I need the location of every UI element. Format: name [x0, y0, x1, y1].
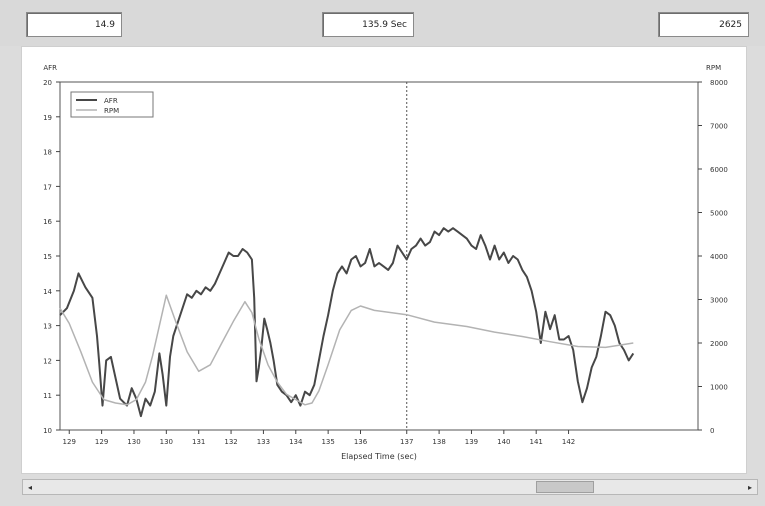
scroll-right-arrow-icon[interactable]: ▸ [747, 482, 752, 492]
scroll-left-arrow-icon[interactable]: ◂ [27, 482, 32, 492]
right-tick-label: 2000 [710, 340, 728, 348]
scrollbar-thumb[interactable] [535, 481, 594, 493]
afr-readout: 14.9 [26, 12, 122, 37]
right-tick-label: 0 [710, 427, 714, 435]
x-tick-label: 132 [224, 438, 237, 446]
afr-rpm-chart: 20 19 18 17 16 15 14 13 12 11 10 8000 7000 6000 5000 40… [43, 64, 728, 461]
left-tick-label: 15 [43, 253, 52, 261]
readout-bar: 14.9 135.9 Sec 2625 [0, 0, 765, 46]
x-axis-label: Elapsed Time (sec) [341, 452, 417, 461]
right-tick-label: 6000 [710, 166, 728, 174]
x-tick-label: 134 [289, 438, 303, 446]
legend-label-rpm: RPM [104, 107, 119, 115]
legend-label-afr: AFR [104, 97, 118, 105]
legend-box [70, 91, 154, 118]
right-tick-label: 5000 [710, 210, 728, 218]
horizontal-scrollbar[interactable]: ◂ ▸ [22, 479, 758, 495]
x-tick-label: 138 [432, 438, 445, 446]
left-tick-label: 16 [43, 218, 52, 226]
left-tick-label: 17 [43, 183, 52, 191]
chart-panel: 20 19 18 17 16 15 14 13 12 11 10 8000 7000 6000 5000 40… [21, 46, 747, 474]
left-tick-label: 12 [43, 357, 52, 365]
right-tick-label: 1000 [710, 384, 728, 392]
x-tick-label: 142 [562, 438, 575, 446]
time-readout: 135.9 Sec [322, 12, 414, 37]
left-tick-label: 14 [43, 288, 52, 296]
x-tick-label: 137 [400, 438, 413, 446]
x-tick-label: 139 [465, 438, 478, 446]
x-tick-label: 130 [127, 438, 140, 446]
x-tick-label: 131 [192, 438, 205, 446]
x-tick-label: 135 [321, 438, 334, 446]
left-tick-label: 10 [43, 427, 52, 435]
series-line-afr [59, 227, 635, 418]
left-tick-label: 19 [43, 114, 52, 122]
x-tick-label: 141 [530, 438, 543, 446]
left-tick-label: 20 [43, 79, 52, 87]
x-tick-label: 133 [257, 438, 270, 446]
series-line-rpm [59, 294, 634, 406]
right-tick-label: 8000 [710, 79, 728, 87]
left-tick-label: 18 [43, 149, 52, 157]
right-tick-label: 4000 [710, 253, 728, 261]
x-tick-label: 140 [497, 438, 510, 446]
left-tick-label: 11 [43, 392, 52, 400]
x-tick-label: 129 [63, 438, 76, 446]
rpm-readout: 2625 [658, 12, 749, 37]
x-tick-label: 129 [95, 438, 108, 446]
right-axis-label: RPM [706, 64, 721, 72]
right-tick-label: 7000 [710, 123, 728, 131]
right-tick-label: 3000 [710, 297, 728, 305]
x-tick-label: 130 [160, 438, 173, 446]
x-tick-label: 136 [354, 438, 368, 446]
left-axis-label: AFR [43, 64, 57, 72]
left-tick-label: 13 [43, 323, 52, 331]
